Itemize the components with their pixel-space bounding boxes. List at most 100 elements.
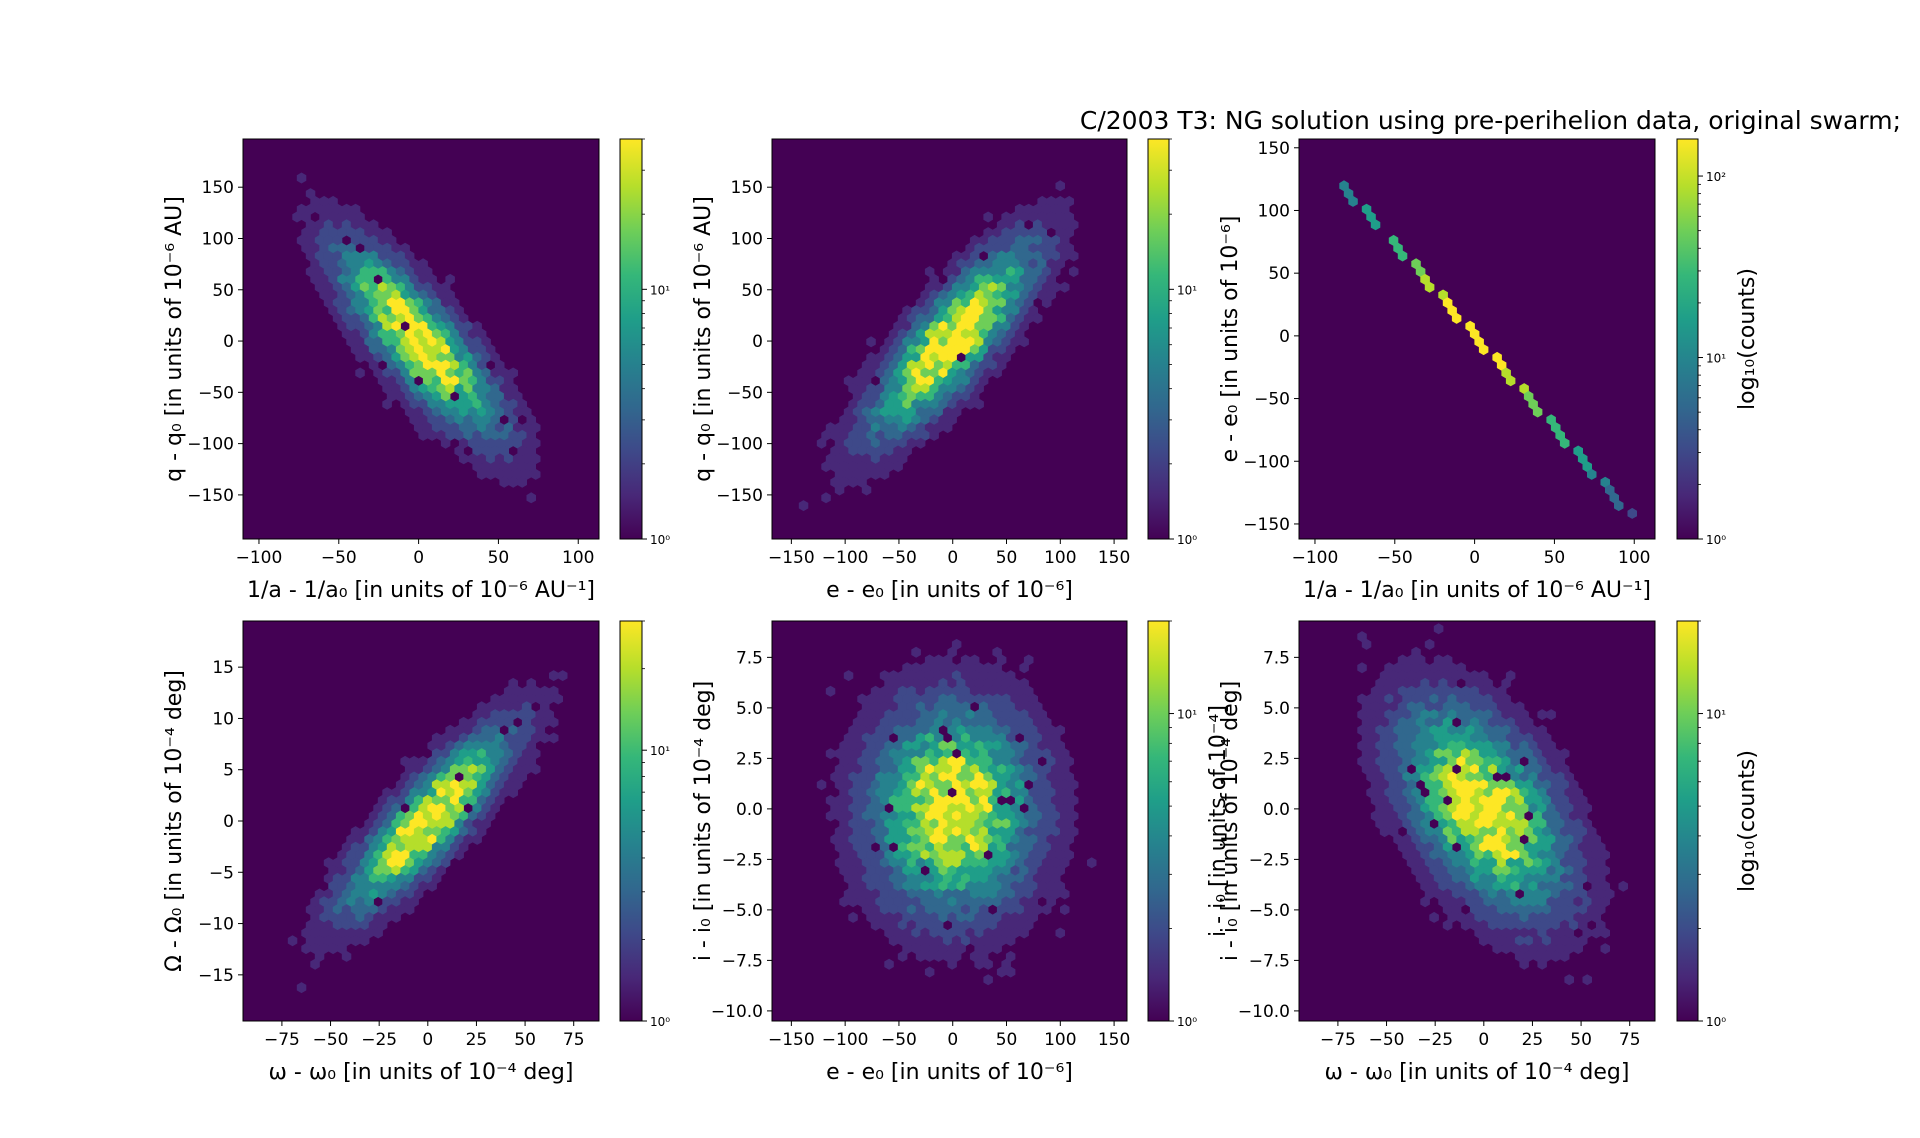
hex-bin (1050, 872, 1061, 884)
hex-bin (1028, 911, 1038, 923)
hex-bin (843, 794, 854, 806)
hex-bin (969, 375, 980, 387)
hex-bin (951, 841, 962, 853)
hex-bin (893, 461, 903, 473)
hex-bin (485, 779, 496, 791)
hex-bin (902, 833, 912, 845)
hex-bin (852, 453, 863, 465)
hex-bin (1402, 818, 1412, 830)
hex-bin (1492, 865, 1502, 877)
hex-bin (1060, 841, 1070, 853)
hex-bin (1519, 849, 1529, 861)
hex-bin (1023, 312, 1034, 324)
hex-bin (1050, 794, 1061, 806)
hex-bin (454, 351, 464, 363)
hex-bin (834, 468, 845, 480)
hex-bin (1424, 281, 1435, 293)
hex-bin (458, 841, 469, 853)
hex-bin (1523, 779, 1534, 791)
hex-bin (1001, 755, 1011, 767)
hex-bin (1046, 195, 1056, 207)
hex-bin (305, 266, 316, 278)
hex-bin (956, 305, 966, 317)
hex-bin (485, 794, 496, 806)
hex-bin (933, 344, 944, 356)
hex-bin (1019, 336, 1029, 348)
hex-bin (888, 763, 899, 775)
hex-bin (512, 390, 523, 402)
hex-bin (1555, 865, 1565, 877)
y-axis-label: q - q₀ [in units of 10⁻⁶ AU] (162, 196, 187, 482)
hex-bin (1023, 872, 1034, 884)
hex-bin (373, 849, 383, 861)
y-tick-label: 7.5 (736, 648, 763, 668)
hex-bin (1406, 654, 1417, 666)
hex-bin (902, 677, 912, 689)
hex-bin (1555, 833, 1565, 845)
hex-bin (902, 383, 912, 395)
hex-bin (902, 414, 912, 426)
hex-bin (942, 763, 953, 775)
hex-bin (512, 701, 523, 713)
hex-bin (1456, 818, 1466, 830)
hex-bin (377, 794, 388, 806)
hex-bin (933, 888, 944, 900)
hex-bin (1429, 787, 1439, 799)
hex-bin (1041, 794, 1052, 806)
hex-bin (540, 685, 550, 697)
hex-bin (942, 857, 953, 869)
hex-bin (377, 344, 388, 356)
hex-bin (1064, 242, 1074, 254)
hex-bin (1005, 919, 1016, 931)
hex-bin (359, 234, 370, 246)
hex-bin (1519, 880, 1529, 892)
hex-bin (1393, 677, 1403, 689)
hex-bin (1402, 724, 1412, 736)
hex-bin (942, 390, 953, 402)
figure-title: C/2003 T3: NG solution using pre-perihel… (1080, 106, 1901, 135)
hex-bin (1010, 911, 1020, 923)
hex-bin (1501, 865, 1511, 877)
hex-bin (490, 445, 500, 457)
hex-bin (1577, 919, 1588, 931)
hex-bin (1537, 865, 1547, 877)
hex-bin (839, 461, 849, 473)
hex-bin (422, 763, 433, 775)
hex-bin (1019, 818, 1029, 830)
hex-bin (1055, 227, 1065, 239)
hex-bin (983, 880, 993, 892)
hex-bin (1577, 872, 1588, 884)
hex-bin (413, 297, 424, 309)
hex-bin (373, 880, 383, 892)
hex-bin (1442, 654, 1453, 666)
hex-bin (951, 716, 962, 728)
hex-bin (364, 320, 374, 332)
hex-bin (359, 344, 370, 356)
hex-bin (1429, 849, 1439, 861)
hex-bin (1010, 320, 1020, 332)
hex-bin (911, 414, 921, 426)
hex-bin (920, 880, 930, 892)
hex-bin (422, 826, 433, 838)
hex-bin (1541, 732, 1552, 744)
hex-bin (951, 794, 962, 806)
hex-bin (499, 787, 509, 799)
hex-bin (1496, 888, 1507, 900)
hex-bin (929, 896, 939, 908)
hex-bin (319, 911, 329, 923)
hex-bin (301, 242, 311, 254)
hex-bin (1474, 677, 1484, 689)
y-tick-label: −50 (727, 383, 763, 403)
hex-bin (310, 943, 320, 955)
hex-bin (911, 383, 921, 395)
hex-bin (1438, 289, 1448, 301)
hex-bin (857, 865, 867, 877)
hex-bin (983, 865, 993, 877)
hex-bin (906, 359, 917, 371)
hex-bin (1366, 693, 1376, 705)
hex-bin (485, 453, 496, 465)
hex-bin (915, 779, 926, 791)
hex-bin (368, 250, 379, 262)
hex-bin (915, 935, 926, 947)
hex-bin (1568, 826, 1579, 838)
